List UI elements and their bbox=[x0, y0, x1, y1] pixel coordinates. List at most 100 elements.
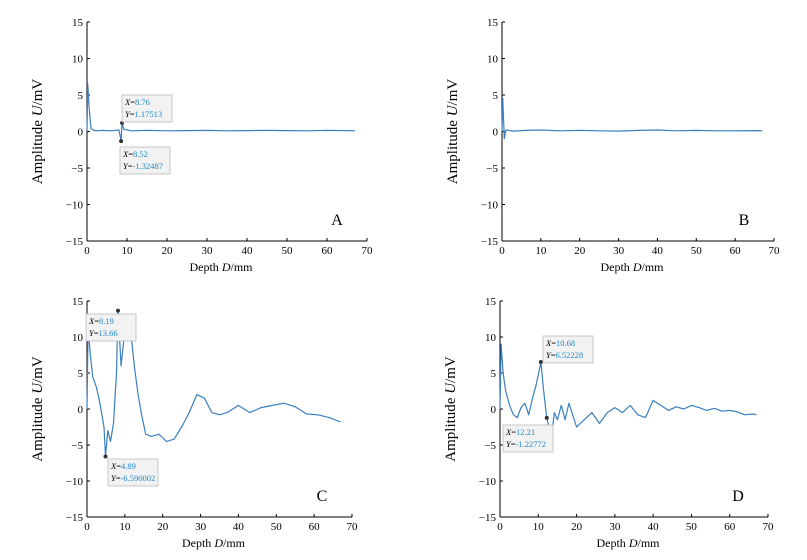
x-tick-label: 30 bbox=[195, 521, 207, 533]
datatip-background bbox=[85, 313, 137, 342]
datatip-marker bbox=[119, 139, 124, 144]
y-tick-label: 10 bbox=[72, 54, 84, 66]
x-tick-label: 50 bbox=[691, 245, 703, 257]
x-tick-label: 10 bbox=[535, 245, 547, 257]
datatip-y-line: Y=-1.32487 bbox=[123, 161, 163, 171]
x-tick-label: 20 bbox=[162, 245, 174, 257]
y-tick-label: −15 bbox=[481, 236, 499, 248]
datatip-x-line: X=8.19 bbox=[88, 316, 114, 326]
panel-label: D bbox=[732, 488, 744, 505]
x-tick-label: 50 bbox=[282, 245, 294, 257]
x-tick-label: 40 bbox=[233, 521, 245, 533]
x-tick-label: 10 bbox=[122, 245, 134, 257]
x-tick-label: 50 bbox=[686, 521, 698, 533]
y-tick-label: 0 bbox=[78, 127, 84, 139]
y-tick-label: −10 bbox=[479, 476, 497, 488]
x-tick-label: 20 bbox=[574, 245, 586, 257]
y-tick-label: −15 bbox=[66, 512, 84, 524]
x-tick-label: 50 bbox=[271, 521, 283, 533]
datatip-marker bbox=[538, 360, 543, 365]
datatip-box: X=8.52 Y=-1.32487 bbox=[119, 146, 171, 175]
x-tick-label: 20 bbox=[157, 521, 169, 533]
x-axis-label: Depth D/mm bbox=[600, 260, 664, 274]
x-tick-label: 10 bbox=[119, 521, 131, 533]
y-tick-label: 5 bbox=[493, 90, 499, 102]
y-tick-label: −5 bbox=[71, 440, 83, 452]
y-tick-label: 0 bbox=[491, 404, 497, 416]
datatip-box: X=12.21 Y=-1.22772 bbox=[502, 424, 554, 453]
datatip-marker bbox=[103, 454, 108, 459]
x-tick-label: 0 bbox=[84, 245, 90, 257]
y-tick-label: 10 bbox=[72, 332, 84, 344]
datatip-y-line: Y=-1.22772 bbox=[506, 439, 546, 449]
signal-series-line bbox=[499, 343, 757, 435]
y-tick-label: 10 bbox=[485, 332, 497, 344]
y-tick-label: 5 bbox=[491, 368, 497, 380]
y-tick-label: −15 bbox=[479, 512, 497, 524]
y-axis-label: Amplitude U/mV bbox=[445, 79, 461, 185]
x-tick-label: 60 bbox=[724, 521, 736, 533]
x-tick-label: 60 bbox=[730, 245, 742, 257]
y-tick-label: −10 bbox=[66, 476, 84, 488]
signal-series-line bbox=[86, 310, 341, 457]
y-tick-label: 15 bbox=[487, 17, 499, 29]
x-tick-label: 20 bbox=[571, 521, 583, 533]
y-tick-label: 0 bbox=[493, 127, 499, 139]
x-tick-label: 70 bbox=[769, 245, 781, 257]
x-tick-label: 40 bbox=[652, 245, 664, 257]
x-tick-label: 0 bbox=[84, 521, 90, 533]
datatip-x-line: X=12.21 bbox=[505, 427, 535, 437]
datatip-y-line: Y=1.17513 bbox=[125, 109, 162, 119]
x-tick-label: 30 bbox=[202, 245, 214, 257]
y-axis-label: Amplitude U/mV bbox=[30, 79, 46, 185]
signal-series-line bbox=[501, 98, 763, 140]
datatip-background bbox=[119, 146, 171, 175]
y-tick-label: 15 bbox=[72, 296, 84, 308]
y-tick-label: 0 bbox=[78, 404, 84, 416]
datatip-y-line: Y=13.66 bbox=[89, 328, 118, 338]
panel-label: C bbox=[317, 488, 328, 505]
x-tick-label: 60 bbox=[309, 521, 321, 533]
datatip-y-line: Y=6.52228 bbox=[546, 350, 583, 360]
x-tick-label: 30 bbox=[613, 245, 625, 257]
x-tick-label: 30 bbox=[609, 521, 621, 533]
datatip-x-line: X=4.89 bbox=[110, 461, 136, 471]
x-axis-label: Depth D/mm bbox=[596, 536, 660, 550]
datatip-box: X=8.76 Y=1.17513 bbox=[121, 94, 173, 123]
x-tick-label: 0 bbox=[499, 245, 505, 257]
datatip-marker bbox=[544, 415, 549, 420]
datatip-marker bbox=[116, 308, 121, 313]
datatip-background bbox=[502, 424, 554, 453]
y-tick-label: 10 bbox=[487, 54, 499, 66]
x-tick-label: 70 bbox=[362, 245, 374, 257]
x-axis-label: Depth D/mm bbox=[182, 536, 246, 550]
y-tick-label: −10 bbox=[481, 200, 499, 212]
datatip-y-line: Y=-6.590002 bbox=[111, 473, 155, 483]
y-tick-label: 15 bbox=[485, 296, 497, 308]
x-tick-label: 70 bbox=[763, 521, 775, 533]
y-tick-label: 5 bbox=[78, 90, 84, 102]
datatip-x-line: X=10.68 bbox=[545, 338, 575, 348]
datatip-background bbox=[542, 335, 594, 364]
panel-label: A bbox=[331, 212, 343, 229]
datatip-box: X=10.68 Y=6.52228 bbox=[542, 335, 594, 364]
x-tick-label: 40 bbox=[242, 245, 254, 257]
y-axis-label: Amplitude U/mV bbox=[443, 356, 459, 462]
datatip-box: X=4.89 Y=-6.590002 bbox=[107, 458, 159, 487]
x-axis-label: Depth D/mm bbox=[189, 260, 253, 274]
y-tick-label: 15 bbox=[72, 17, 84, 29]
panel-label: B bbox=[739, 212, 750, 229]
x-tick-label: 60 bbox=[322, 245, 334, 257]
signal-series-line bbox=[86, 83, 356, 142]
y-tick-label: −5 bbox=[71, 163, 83, 175]
y-tick-label: −5 bbox=[486, 163, 498, 175]
datatip-x-line: X=8.76 bbox=[124, 97, 150, 107]
datatip-background bbox=[121, 94, 173, 123]
y-tick-label: 5 bbox=[78, 368, 84, 380]
